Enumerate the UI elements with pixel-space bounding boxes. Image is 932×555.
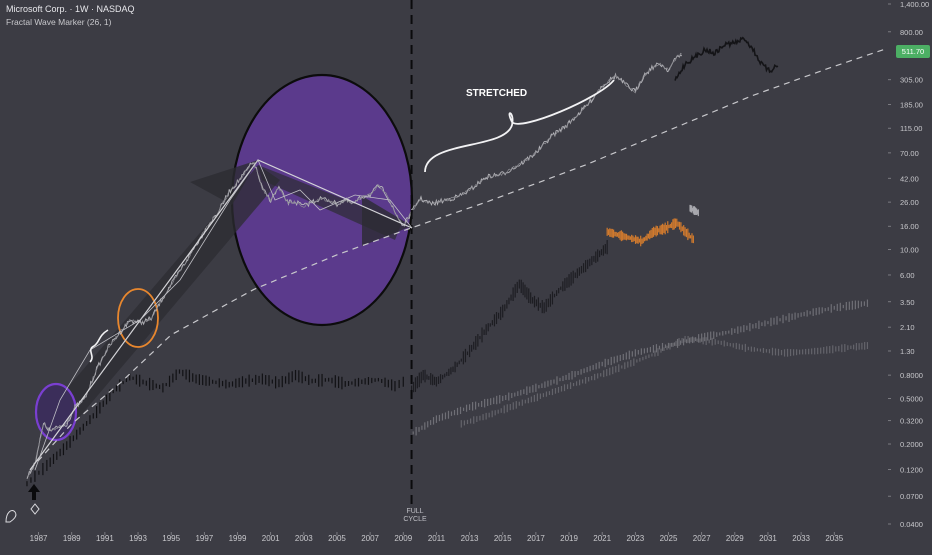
y-tick-label-13: 1.30 bbox=[900, 347, 915, 356]
y-tick-label-14: 0.8000 bbox=[900, 371, 923, 380]
stretched-label: STRETCHED bbox=[460, 86, 534, 101]
y-tick-label-3: 185.00 bbox=[900, 101, 923, 110]
x-tick-label-6: 1999 bbox=[229, 534, 247, 543]
projection-series bbox=[674, 36, 779, 81]
x-tick-label-23: 2033 bbox=[792, 534, 810, 543]
x-tick-label-24: 2035 bbox=[825, 534, 843, 543]
up-arrow-icon bbox=[28, 484, 40, 500]
x-tick-label-1: 1989 bbox=[63, 534, 81, 543]
arrow-head-1 bbox=[190, 160, 258, 205]
y-tick-label-20: 0.0400 bbox=[900, 520, 923, 529]
x-tick-label-21: 2029 bbox=[726, 534, 744, 543]
x-tick-label-19: 2025 bbox=[660, 534, 678, 543]
y-tick-label-0: 1,400.00 bbox=[900, 0, 929, 9]
price-series-shadow bbox=[26, 52, 682, 478]
y-tick-label-15: 0.5000 bbox=[900, 394, 923, 403]
platform-logo-icon bbox=[5, 509, 17, 523]
x-tick-label-3: 1993 bbox=[129, 534, 147, 543]
diamond-marker-icon bbox=[30, 503, 40, 515]
last-price-tag: 511.70 bbox=[896, 45, 930, 58]
faint-series-b bbox=[460, 335, 869, 428]
squiggle-1990 bbox=[89, 329, 109, 363]
orange-fractal-series bbox=[606, 218, 694, 247]
stretched-brace bbox=[424, 79, 615, 173]
axes-layer: 1,400.00 800.00 305.00 185.00 115.00 70.00 42.… bbox=[5, 0, 929, 543]
faint-series-a bbox=[412, 299, 869, 436]
y-tick-label-19: 0.0700 bbox=[900, 492, 923, 501]
full-cycle-label: FULL CYCLE bbox=[401, 508, 429, 524]
x-tick-label-22: 2031 bbox=[759, 534, 777, 543]
y-tick-label-5: 70.00 bbox=[900, 149, 919, 158]
y-tick-label-18: 0.1200 bbox=[900, 465, 923, 474]
y-tick-label-9: 10.00 bbox=[900, 246, 919, 255]
y-tick-label-10: 6.00 bbox=[900, 271, 915, 280]
x-tick-label-5: 1997 bbox=[195, 534, 213, 543]
full-cycle-line2: CYCLE bbox=[403, 516, 427, 523]
series-layer bbox=[26, 36, 885, 487]
x-tick-label-13: 2013 bbox=[461, 534, 479, 543]
y-tick-label-4: 115.00 bbox=[900, 124, 922, 133]
x-tick-label-14: 2015 bbox=[494, 534, 512, 543]
x-tick-label-10: 2007 bbox=[361, 534, 379, 543]
y-tick-label-8: 16.00 bbox=[900, 222, 919, 231]
y-tick-label-2: 305.00 bbox=[900, 76, 923, 85]
arrow-head-2 bbox=[362, 196, 412, 246]
y-tick-label-17: 0.2000 bbox=[900, 440, 923, 449]
y-tick-label-16: 0.3200 bbox=[900, 417, 923, 426]
chart-title: Microsoft Corp. · 1W · NASDAQ bbox=[6, 4, 135, 14]
wave-line-rise bbox=[34, 159, 259, 471]
x-tick-label-0: 1987 bbox=[30, 534, 48, 543]
indicator-label: Fractal Wave Marker (26, 1) bbox=[6, 17, 112, 27]
middle-fractal-series bbox=[410, 240, 608, 394]
x-tick-label-15: 2017 bbox=[527, 534, 545, 543]
overlay-layer bbox=[28, 0, 615, 515]
gray-fractal-series bbox=[689, 204, 699, 217]
x-tick-label-12: 2011 bbox=[428, 534, 446, 543]
y-tick-label-12: 2.10 bbox=[900, 323, 915, 332]
full-cycle-line1: FULL bbox=[406, 508, 424, 515]
x-tick-label-9: 2005 bbox=[328, 534, 346, 543]
y-tick-label-1: 800.00 bbox=[900, 28, 923, 37]
wave-line-inner bbox=[257, 159, 413, 229]
x-tick-label-17: 2021 bbox=[593, 534, 611, 543]
x-tick-label-4: 1995 bbox=[162, 534, 180, 543]
orange-circle bbox=[117, 288, 159, 348]
y-tick-label-6: 42.00 bbox=[900, 174, 919, 183]
y-tick-label-11: 3.50 bbox=[900, 298, 915, 307]
x-tick-label-7: 2001 bbox=[262, 534, 280, 543]
x-tick-label-16: 2019 bbox=[560, 534, 578, 543]
x-tick-label-18: 2023 bbox=[626, 534, 644, 543]
x-tick-label-2: 1991 bbox=[96, 534, 114, 543]
dark-fractal-series bbox=[26, 369, 404, 487]
y-tick-label-7: 26.00 bbox=[900, 198, 919, 207]
x-tick-label-20: 2027 bbox=[693, 534, 711, 543]
trend-line bbox=[29, 48, 885, 470]
x-tick-label-11: 2009 bbox=[394, 534, 412, 543]
x-tick-label-8: 2003 bbox=[295, 534, 313, 543]
